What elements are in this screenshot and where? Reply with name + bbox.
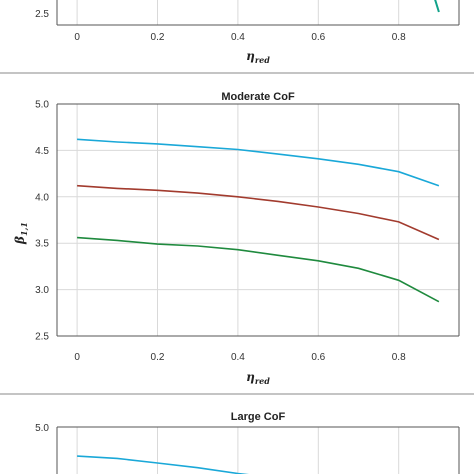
x-axis-label: ηred	[246, 49, 270, 65]
x-tick-label: 0.6	[311, 32, 325, 43]
x-tick-label: 0.8	[392, 32, 406, 43]
y-tick-label: 4.5	[35, 146, 49, 157]
series-line-1	[434, 0, 440, 13]
x-tick-label: 0.6	[311, 352, 325, 363]
y-axis-label: β1,1	[13, 222, 29, 245]
x-tick-label: 0.4	[231, 352, 245, 363]
x-tick-label: 0.2	[151, 352, 165, 363]
y-tick-label: 4.0	[35, 192, 49, 203]
series-line-3	[77, 236, 440, 303]
y-tick-label: 3.0	[35, 285, 49, 296]
x-tick-label: 0	[74, 352, 80, 363]
chart-title: Moderate CoF	[221, 91, 295, 103]
y-tick-label: 3.5	[35, 239, 49, 250]
panel-top: ηred 0 0.2 0.4 0.6 0.8 2.5	[35, 0, 460, 65]
x-tick-label: 0.4	[231, 32, 245, 43]
series-line-1	[77, 455, 250, 474]
y-tick-label: 2.5	[35, 332, 49, 343]
series-line-2	[77, 184, 440, 241]
series-line-1	[77, 138, 440, 187]
y-tick-label: 5.0	[35, 100, 49, 111]
x-axis-label: ηred	[246, 370, 270, 386]
panel-moderate-cof: Moderate CoF ηred β1,1 0 0.2 0.4 0.6 0.8 2.5 3…	[13, 91, 460, 386]
x-tick-label: 0.8	[392, 352, 406, 363]
panel-large-cof: Large CoF 5.0	[35, 411, 460, 474]
x-tick-label: 0.2	[151, 32, 165, 43]
y-tick-label: 2.5	[35, 9, 49, 20]
y-tick-label: 5.0	[35, 423, 49, 434]
chart-title: Large CoF	[231, 411, 286, 423]
x-tick-label: 0	[74, 32, 80, 43]
